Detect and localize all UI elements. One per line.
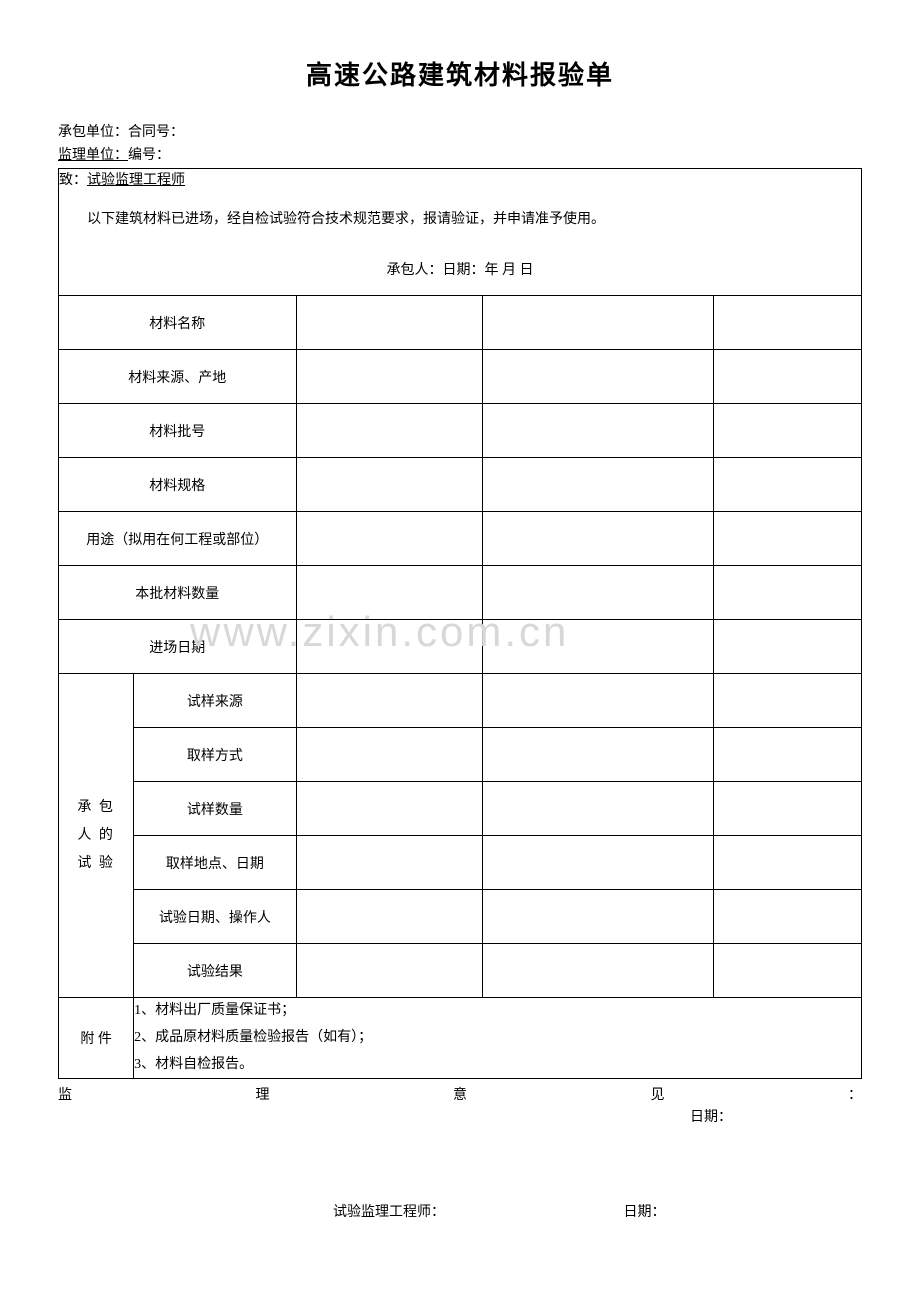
row-sample-method-val3: [713, 728, 861, 782]
header-info: 承包单位：合同号： 监理单位：编号：: [58, 122, 862, 166]
document-title: 高速公路建筑材料报验单: [58, 55, 862, 92]
attachment-content: 1、材料出厂质量保证书； 2、成品原材料质量检验报告（如有）； 3、材料自检报告…: [134, 998, 862, 1079]
row-sample-location-val1: [296, 836, 482, 890]
supervision-char-2: 理: [256, 1084, 270, 1104]
intro-to: 致：试验监理工程师: [59, 169, 861, 189]
row-sample-quantity-val2: [483, 782, 714, 836]
row-test-date-operator-val2: [483, 890, 714, 944]
row-entry-date-label: 进场日期: [59, 620, 297, 674]
supervision-char-5: ：: [848, 1084, 862, 1104]
row-test-date-operator-label: 试验日期、操作人: [134, 890, 296, 944]
row-material-batch-val2: [483, 404, 714, 458]
row-material-batch-label: 材料批号: [59, 404, 297, 458]
row-quantity-val3: [713, 566, 861, 620]
row-entry-date-val3: [713, 620, 861, 674]
row-quantity-val1: [296, 566, 482, 620]
row-material-spec-label: 材料规格: [59, 458, 297, 512]
to-value: 试验监理工程师: [87, 173, 185, 188]
contractor-test-group-label: 承 包人 的试 验: [59, 674, 134, 998]
row-sample-location-val3: [713, 836, 861, 890]
main-form-table: 致：试验监理工程师 以下建筑材料已进场，经自检试验符合技术规范要求，报请验证，并…: [58, 168, 862, 1079]
row-usage-val3: [713, 512, 861, 566]
row-material-spec-val1: [296, 458, 482, 512]
footer-section: 监 理 意 见 ： 日期： 试验监理工程师： 日期：: [58, 1084, 862, 1221]
row-sample-method-val2: [483, 728, 714, 782]
row-sample-quantity-label: 试样数量: [134, 782, 296, 836]
row-material-name-label: 材料名称: [59, 296, 297, 350]
row-test-result-val2: [483, 944, 714, 998]
row-test-date-operator-val3: [713, 890, 861, 944]
intro-body: 以下建筑材料已进场，经自检试验符合技术规范要求，报请验证，并申请准予使用。: [59, 209, 861, 231]
row-sample-location-val2: [483, 836, 714, 890]
supervision-char-4: 见: [651, 1084, 665, 1104]
supervision-char-1: 监: [58, 1084, 72, 1104]
row-material-name-val1: [296, 296, 482, 350]
attachment-item1: 1、材料出厂质量保证书；: [134, 998, 861, 1025]
row-quantity-label: 本批材料数量: [59, 566, 297, 620]
attachment-item3: 3、材料自检报告。: [134, 1052, 861, 1079]
row-sample-quantity-val1: [296, 782, 482, 836]
row-sample-location-label: 取样地点、日期: [134, 836, 296, 890]
intro-cell: 致：试验监理工程师 以下建筑材料已进场，经自检试验符合技术规范要求，报请验证，并…: [59, 169, 862, 296]
row-test-result-val3: [713, 944, 861, 998]
row-material-spec-val3: [713, 458, 861, 512]
row-sample-method-label: 取样方式: [134, 728, 296, 782]
row-sample-method-val1: [296, 728, 482, 782]
row-material-spec-val2: [483, 458, 714, 512]
engineer-date: 日期：: [624, 1201, 666, 1221]
supervision-unit-line: 监理单位：编号：: [58, 145, 862, 166]
row-material-batch-val1: [296, 404, 482, 458]
contractor-unit-line: 承包单位：合同号：: [58, 122, 862, 143]
row-usage-label: 用途（拟用在何工程或部位）: [59, 512, 297, 566]
row-entry-date-val2: [483, 620, 714, 674]
row-test-date-operator-val1: [296, 890, 482, 944]
supervision-prefix: 监理单位：: [58, 148, 128, 163]
row-material-source-val3: [713, 350, 861, 404]
engineer-line: 试验监理工程师： 日期：: [58, 1201, 862, 1221]
row-material-name-val2: [483, 296, 714, 350]
row-sample-source-val1: [296, 674, 482, 728]
to-label: 致：: [59, 173, 87, 188]
intro-signature: 承包人：日期：年 月 日: [59, 259, 861, 279]
supervision-suffix: 编号：: [128, 148, 170, 163]
row-entry-date-val1: [296, 620, 482, 674]
engineer-label: 试验监理工程师：: [333, 1205, 445, 1220]
row-usage-val2: [483, 512, 714, 566]
row-material-batch-val3: [713, 404, 861, 458]
row-quantity-val2: [483, 566, 714, 620]
row-test-result-label: 试验结果: [134, 944, 296, 998]
row-sample-quantity-val3: [713, 782, 861, 836]
row-sample-source-val3: [713, 674, 861, 728]
row-material-source-label: 材料来源、产地: [59, 350, 297, 404]
row-material-source-val1: [296, 350, 482, 404]
row-sample-source-val2: [483, 674, 714, 728]
row-test-result-val1: [296, 944, 482, 998]
row-material-source-val2: [483, 350, 714, 404]
row-sample-source-label: 试样来源: [134, 674, 296, 728]
supervision-date: 日期：: [58, 1106, 862, 1126]
attachment-label: 附 件: [59, 998, 134, 1079]
row-material-name-val3: [713, 296, 861, 350]
supervision-opinion-line: 监 理 意 见 ：: [58, 1084, 862, 1104]
attachment-item2: 2、成品原材料质量检验报告（如有）；: [134, 1025, 861, 1052]
row-usage-val1: [296, 512, 482, 566]
supervision-char-3: 意: [453, 1084, 467, 1104]
